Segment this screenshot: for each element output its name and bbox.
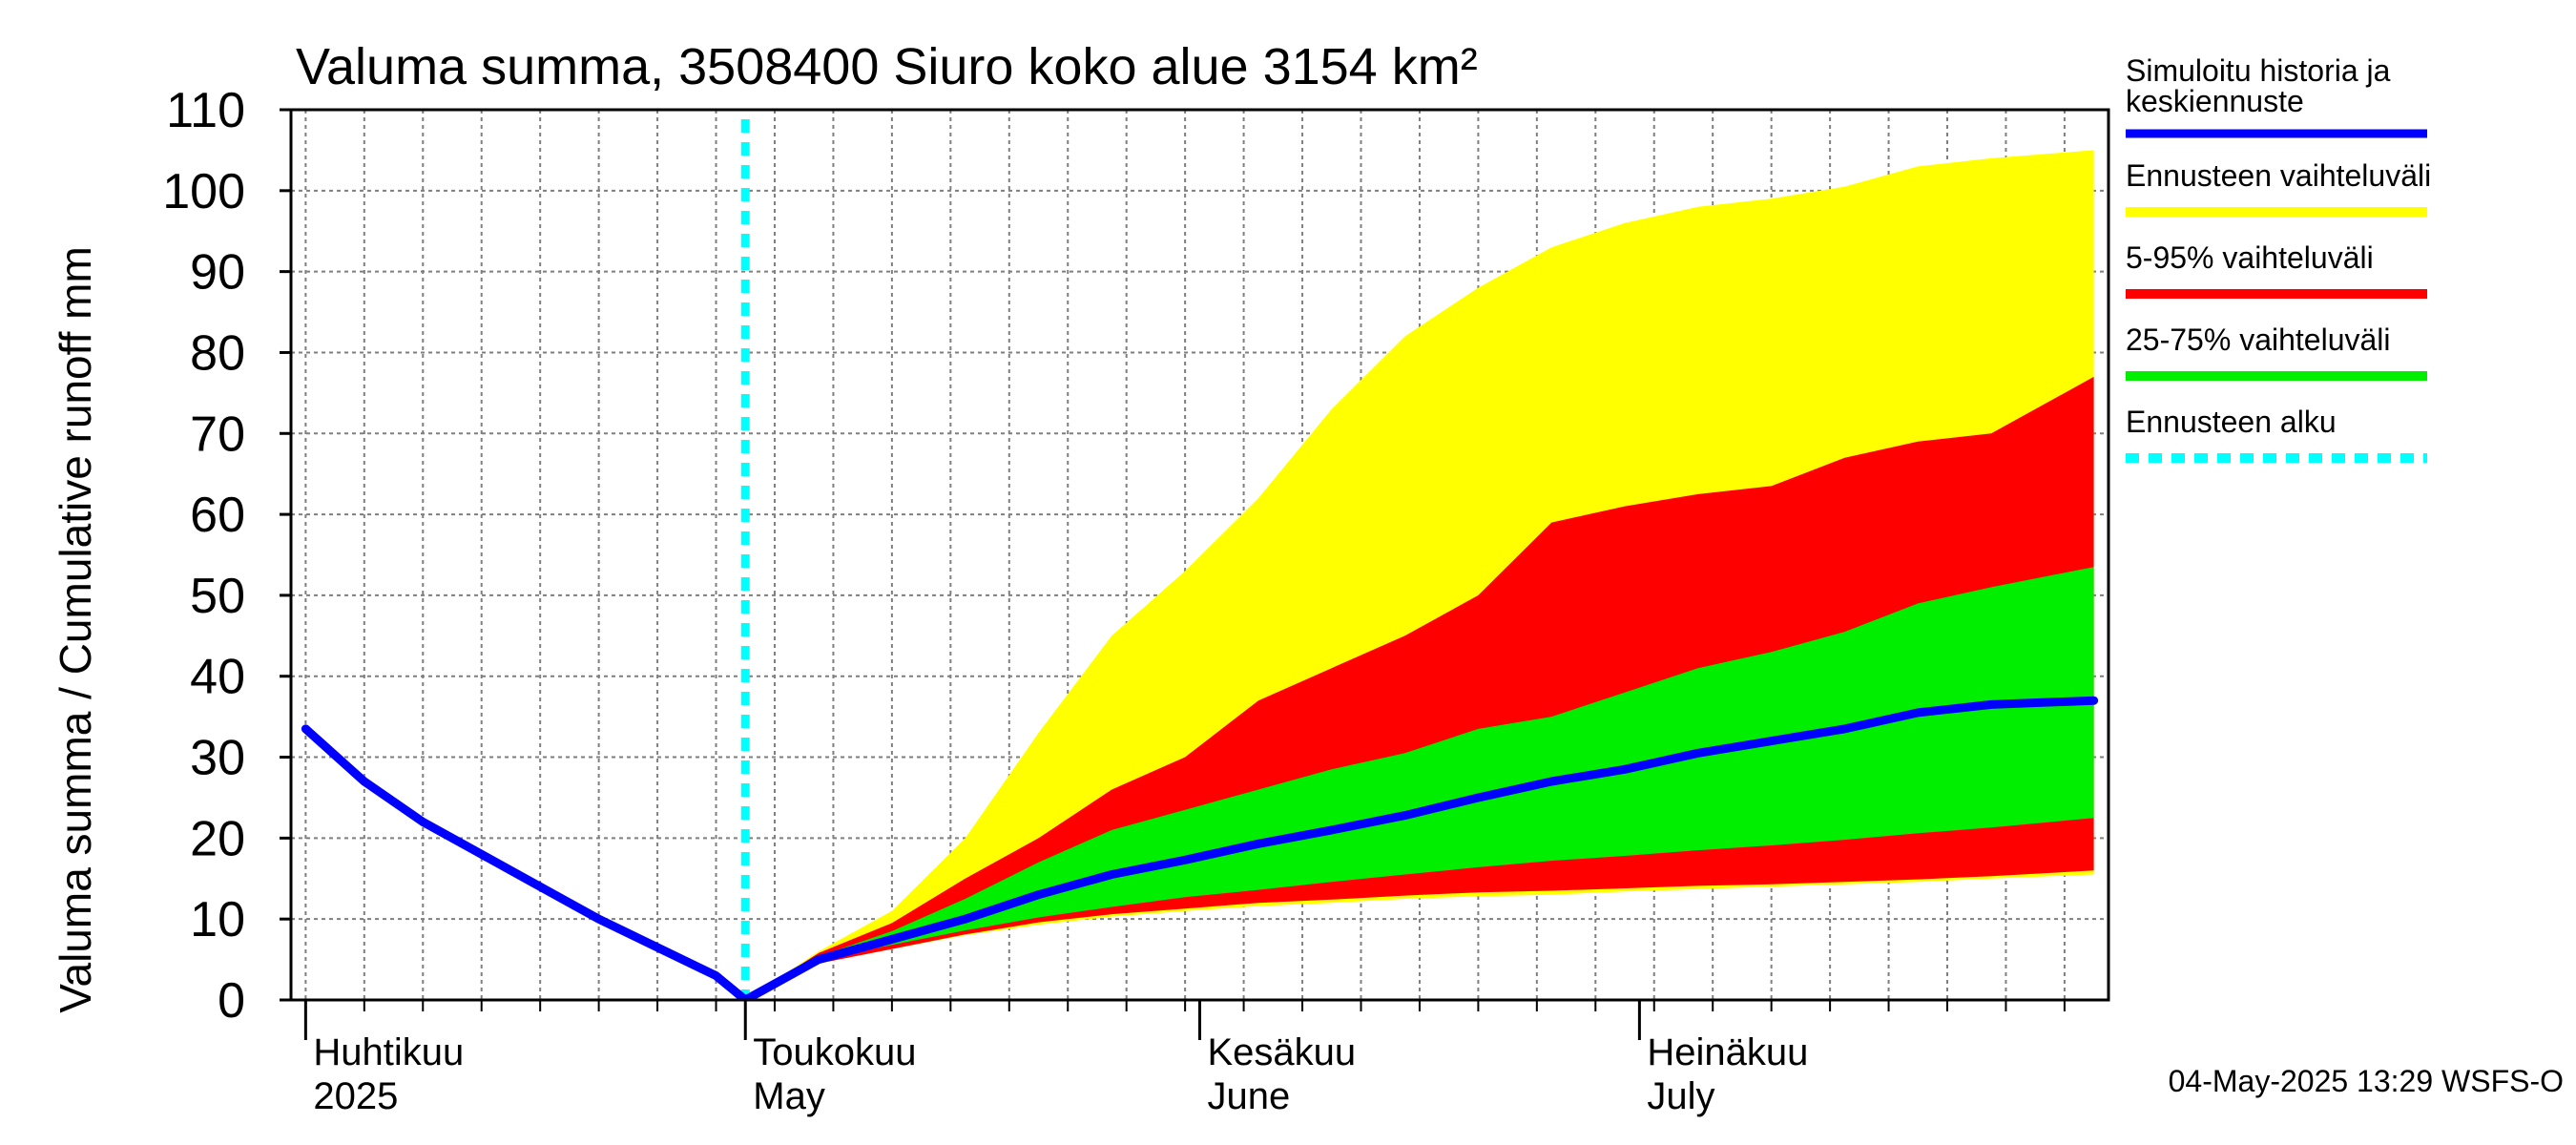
y-tick-label: 90 [190, 245, 245, 301]
y-tick-label: 30 [190, 731, 245, 786]
series-line-mean [301, 696, 2099, 1000]
y-tick-label: 50 [190, 569, 245, 624]
x-month-label-en: July [1647, 1075, 1714, 1117]
y-tick-label: 40 [190, 650, 245, 705]
legend-label: Simuloitu historia ja [2126, 53, 2391, 88]
x-month-label-fi: Heinäkuu [1647, 1031, 1808, 1073]
y-tick-label: 60 [190, 488, 245, 543]
legend-label: Ennusteen alku [2126, 405, 2337, 439]
y-axis-title: Valuma summa / Cumulative runoff mm [51, 246, 100, 1013]
legend-label: 5-95% vaihteluväli [2126, 240, 2374, 275]
x-month-label-fi: Huhtikuu [313, 1031, 464, 1073]
y-tick-label: 0 [218, 973, 245, 1029]
y-tick-label: 100 [162, 164, 245, 219]
legend-label: 25-75% vaihteluväli [2126, 323, 2391, 357]
legend-label: Ennusteen vaihteluväli [2126, 158, 2431, 193]
legend-label: keskiennuste [2126, 84, 2304, 118]
x-month-label-fi: Kesäkuu [1208, 1031, 1357, 1073]
x-month-label-en: June [1208, 1075, 1291, 1117]
y-tick-label: 110 [166, 83, 245, 138]
x-month-label-en: May [753, 1075, 825, 1117]
footer-timestamp: 04-May-2025 13:29 WSFS-O [2169, 1064, 2564, 1098]
chart-title: Valuma summa, 3508400 Siuro koko alue 31… [296, 38, 1478, 95]
band-25-75 [745, 567, 2094, 1000]
x-month-label-en: 2025 [313, 1075, 398, 1117]
y-tick-label: 10 [190, 892, 245, 947]
y-tick-label: 80 [190, 325, 245, 381]
y-tick-label: 20 [190, 811, 245, 866]
y-tick-label: 70 [190, 406, 245, 462]
x-month-label-fi: Toukokuu [753, 1031, 916, 1073]
